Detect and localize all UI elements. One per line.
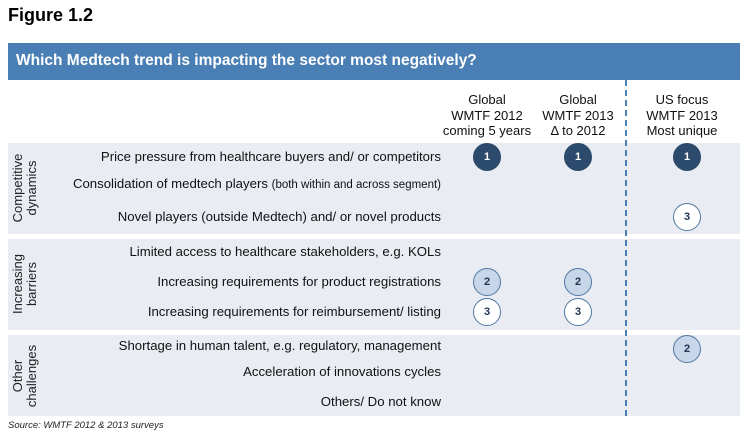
column-header-line: WMTF 2013 bbox=[542, 107, 614, 123]
column-header-line: WMTF 2013 bbox=[646, 107, 718, 123]
source-note: Source: WMTF 2012 & 2013 surveys bbox=[8, 420, 164, 431]
column-header-line: coming 5 years bbox=[442, 123, 532, 138]
row-label-note: (both within and across segment) bbox=[271, 179, 441, 191]
rank-badge: 2 bbox=[564, 268, 592, 296]
row-label: Novel players (outside Medtech) and/ or … bbox=[117, 209, 441, 224]
column-header-line: Global bbox=[559, 92, 597, 107]
column-header-line: Global bbox=[468, 92, 506, 107]
rank-badge: 1 bbox=[673, 143, 701, 171]
column-header-line: Most unique bbox=[646, 123, 718, 138]
column-header-line: WMTF 2012 bbox=[451, 107, 523, 123]
group-band-barriers bbox=[8, 239, 740, 330]
rank-badge: 3 bbox=[473, 298, 501, 326]
row-label: Consolidation of medtech players (both w… bbox=[73, 176, 441, 193]
row-label: Increasing requirements for reimbursemen… bbox=[147, 304, 441, 319]
row-label: Limited access to healthcare stakeholder… bbox=[129, 244, 441, 259]
row-label: Shortage in human talent, e.g. regulator… bbox=[118, 338, 441, 353]
rank-badge: 3 bbox=[673, 203, 701, 231]
group-label-line: challenges bbox=[24, 344, 39, 408]
group-label-barriers: Increasing barriers bbox=[10, 244, 39, 324]
rank-badge: 2 bbox=[473, 268, 501, 296]
question-banner: Which Medtech trend is impacting the sec… bbox=[8, 43, 740, 80]
row-label: Others/ Do not know bbox=[320, 394, 441, 409]
rank-badge: 1 bbox=[473, 143, 501, 171]
banner-title: Which Medtech trend is impacting the sec… bbox=[16, 52, 477, 69]
rank-badge: 3 bbox=[564, 298, 592, 326]
group-label-line: dynamics bbox=[24, 160, 39, 216]
row-label: Increasing requirements for product regi… bbox=[157, 274, 441, 289]
group-label-line: Increasing bbox=[10, 254, 25, 314]
group-label-line: Other bbox=[10, 359, 25, 393]
row-label-main: Consolidation of medtech players bbox=[72, 176, 268, 191]
column-header-global-2012: Global WMTF 2012 coming 5 years bbox=[435, 92, 539, 139]
row-label: Acceleration of innovations cycles bbox=[243, 364, 441, 379]
group-label-line: Competitive bbox=[10, 153, 25, 223]
column-header-line: Δ to 2012 bbox=[550, 123, 606, 138]
group-band-other bbox=[8, 335, 740, 416]
group-label-line: barriers bbox=[24, 261, 39, 307]
group-label-other: Other challenges bbox=[10, 336, 39, 416]
rank-badge: 1 bbox=[564, 143, 592, 171]
rank-badge: 2 bbox=[673, 335, 701, 363]
column-header-global-2013: Global WMTF 2013 Δ to 2012 bbox=[526, 92, 630, 139]
figure-label: Figure 1.2 bbox=[8, 5, 94, 25]
group-label-competitive: Competitive dynamics bbox=[10, 148, 39, 228]
column-header-line: US focus bbox=[655, 92, 709, 107]
column-divider bbox=[625, 80, 627, 416]
row-label: Price pressure from healthcare buyers an… bbox=[100, 149, 441, 164]
column-header-us-focus: US focus WMTF 2013 Most unique bbox=[630, 92, 734, 139]
group-band-competitive bbox=[8, 143, 740, 234]
